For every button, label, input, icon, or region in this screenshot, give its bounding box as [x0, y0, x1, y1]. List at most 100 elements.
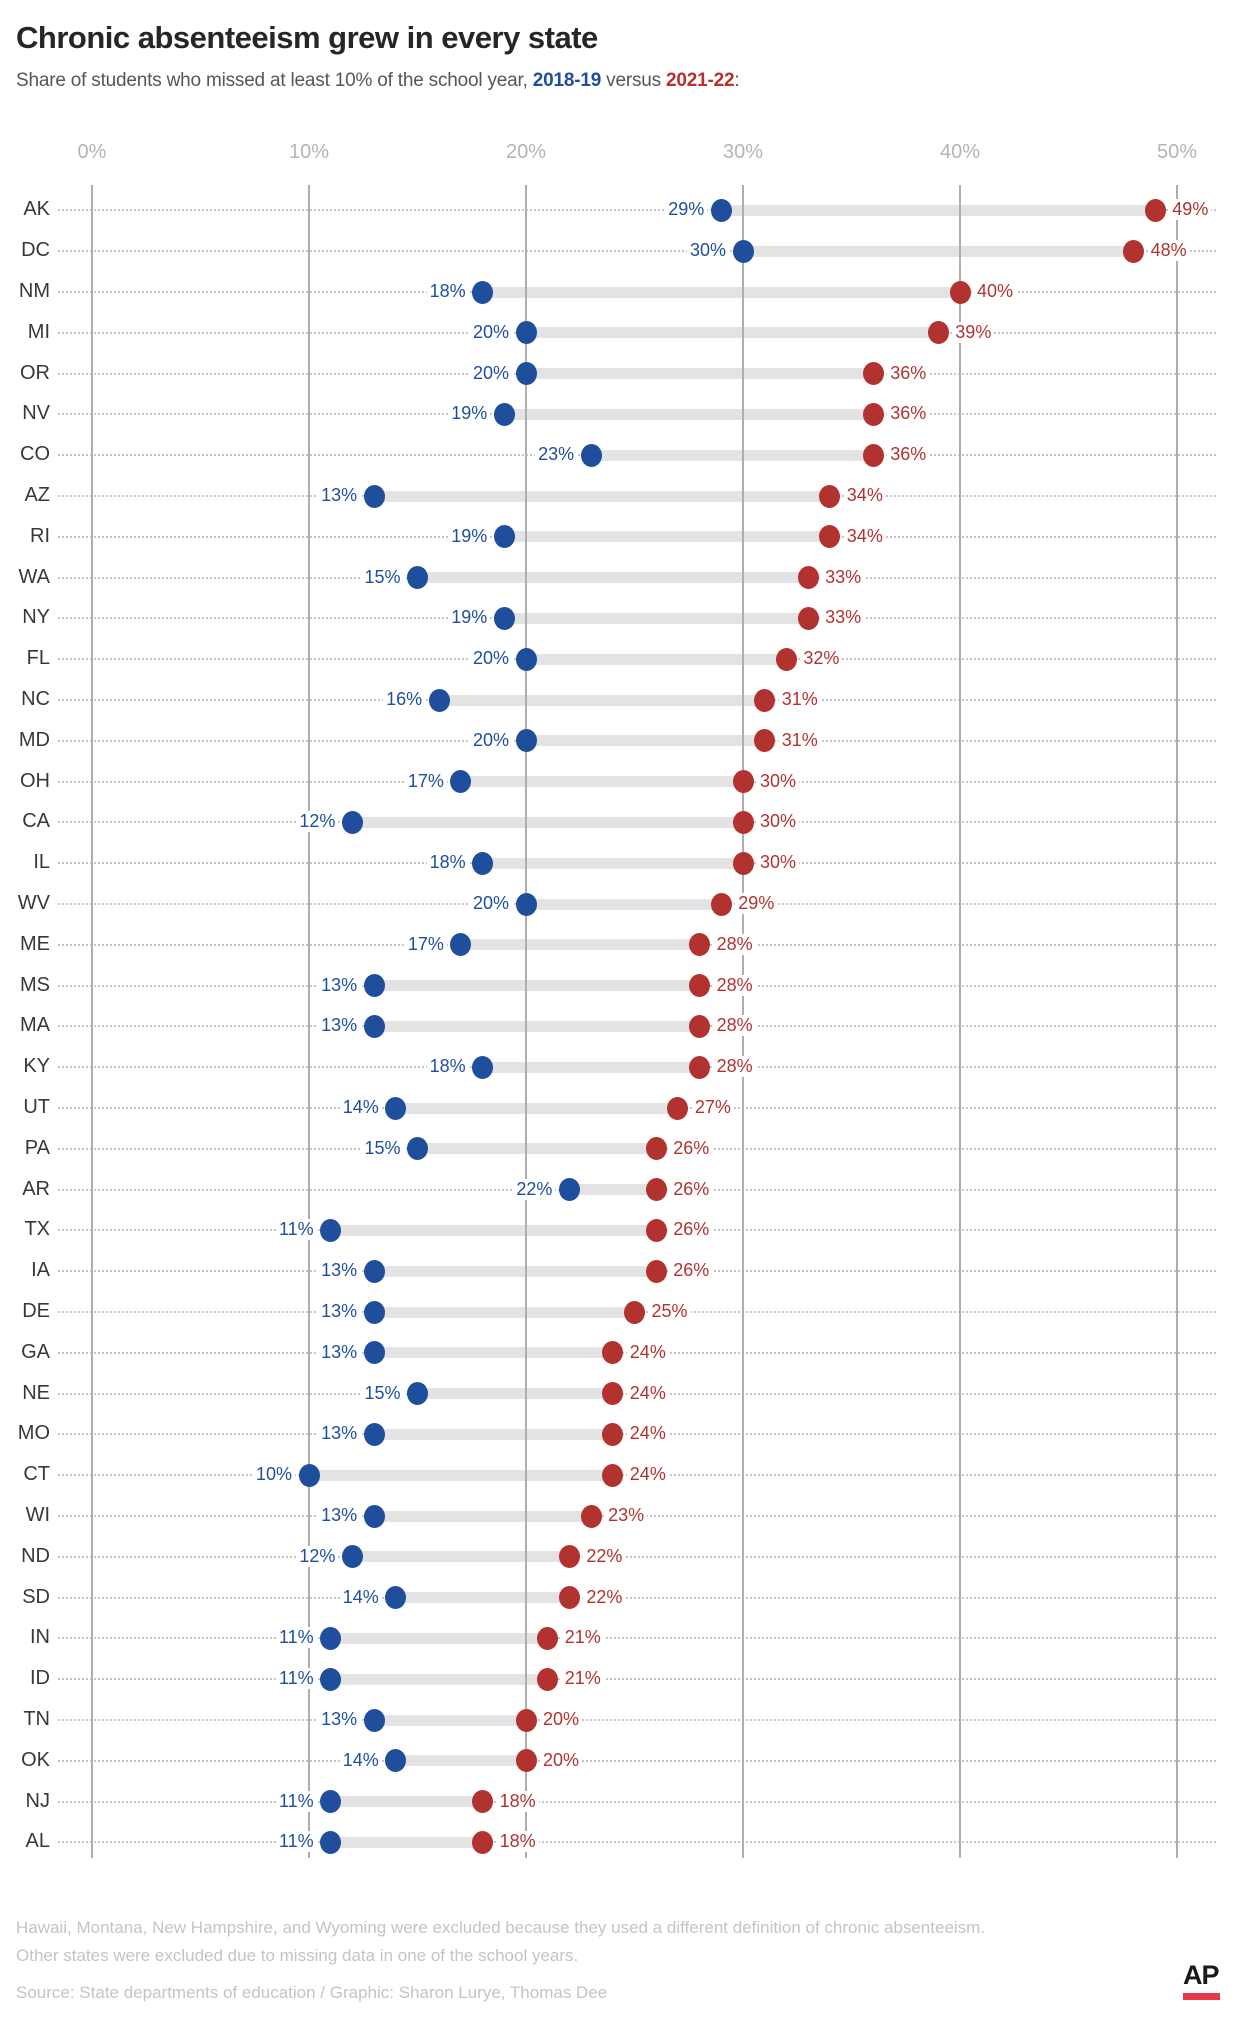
- value-label-2018-19: 20%: [469, 729, 512, 751]
- value-label-2018-19: 15%: [361, 1137, 404, 1159]
- dot-2018-19: [493, 606, 515, 630]
- value-label-2018-19: 13%: [318, 1423, 361, 1445]
- dot-2018-19: [515, 647, 537, 671]
- leader-line: [58, 1637, 1216, 1640]
- axis-tick-label: 0%: [77, 141, 107, 163]
- axis-tick-label: 40%: [939, 141, 981, 163]
- connector-band: [374, 1714, 526, 1726]
- state-label: MS: [20, 973, 50, 996]
- value-label-2021-22: 22%: [583, 1586, 626, 1608]
- value-label-2018-19: 18%: [426, 1056, 469, 1078]
- connector-band: [526, 898, 722, 910]
- dot-2021-22: [689, 933, 711, 957]
- dot-2021-22: [927, 321, 949, 345]
- value-label-2021-22: 30%: [757, 811, 800, 833]
- value-label-2018-19: 16%: [383, 689, 426, 710]
- state-label: PA: [24, 1136, 50, 1159]
- dot-2021-22: [602, 1382, 624, 1406]
- value-label-2021-22: 24%: [626, 1464, 669, 1486]
- value-label-2021-22: 20%: [540, 1749, 583, 1771]
- chart-title: Chronic absenteeism grew in every state: [16, 20, 598, 55]
- state-label: AK: [23, 198, 50, 221]
- value-label-2018-19: 20%: [469, 893, 512, 914]
- state-label: DE: [22, 1300, 50, 1322]
- dot-2021-22: [667, 1096, 689, 1120]
- state-label: CO: [20, 443, 50, 466]
- state-label: WI: [25, 1504, 50, 1526]
- state-label: NC: [21, 688, 50, 710]
- subtitle-versus: versus: [601, 70, 666, 91]
- value-label-2021-22: 24%: [626, 1341, 669, 1363]
- dot-2021-22: [472, 1830, 494, 1854]
- value-label-2021-22: 36%: [887, 362, 930, 384]
- state-label: SD: [22, 1585, 50, 1608]
- gridline: [308, 185, 310, 1858]
- dot-2021-22: [537, 1667, 559, 1691]
- connector-band: [526, 735, 765, 747]
- value-label-2018-19: 19%: [448, 403, 491, 425]
- dot-2021-22: [819, 525, 841, 549]
- value-label-2021-22: 33%: [822, 607, 865, 629]
- dot-2021-22: [689, 1014, 711, 1038]
- value-label-2021-22: 26%: [670, 1178, 713, 1200]
- dot-2021-22: [819, 484, 841, 508]
- state-label: AL: [25, 1830, 50, 1853]
- connector-band: [374, 1306, 635, 1318]
- value-label-2021-22: 24%: [626, 1423, 669, 1445]
- value-label-2021-22: 48%: [1147, 240, 1190, 262]
- dot-2018-19: [580, 443, 602, 467]
- leader-line: [58, 1719, 1216, 1721]
- value-label-2021-22: 21%: [561, 1627, 604, 1649]
- value-label-2021-22: 36%: [887, 403, 930, 425]
- dot-2021-22: [754, 729, 776, 753]
- dot-2021-22: [949, 280, 971, 304]
- dot-2021-22: [602, 1341, 624, 1365]
- value-label-2018-19: 18%: [426, 852, 469, 874]
- connector-band: [330, 1796, 483, 1808]
- dot-2018-19: [320, 1790, 342, 1814]
- connector-band: [504, 408, 874, 420]
- connector-band: [482, 857, 743, 869]
- dot-2018-19: [407, 1382, 428, 1406]
- ap-logo-text: AP: [1183, 1960, 1220, 1990]
- state-label: MA: [20, 1014, 50, 1037]
- dot-2021-22: [710, 892, 732, 916]
- leader-line: [58, 1555, 1216, 1558]
- state-label: TX: [24, 1218, 50, 1241]
- dot-2021-22: [537, 1626, 559, 1650]
- state-label: IA: [31, 1259, 50, 1282]
- dot-2018-19: [407, 566, 428, 590]
- value-label-2021-22: 23%: [605, 1505, 648, 1526]
- state-label: WA: [18, 565, 50, 588]
- dot-2018-19: [363, 1014, 385, 1038]
- state-label: NM: [18, 280, 50, 302]
- state-label: NE: [22, 1381, 50, 1404]
- value-label-2018-19: 20%: [469, 362, 512, 384]
- dot-2021-22: [558, 1545, 580, 1569]
- subtitle-year-2018-19: 2018-19: [532, 70, 602, 91]
- value-label-2021-22: 28%: [713, 1015, 756, 1037]
- connector-band: [330, 1224, 657, 1236]
- value-label-2021-22: 18%: [496, 1831, 539, 1853]
- state-label: OK: [21, 1748, 50, 1771]
- connector-band: [330, 1673, 548, 1685]
- value-label-2021-22: 31%: [778, 689, 821, 710]
- dot-2018-19: [363, 1300, 385, 1324]
- value-label-2021-22: 31%: [778, 729, 821, 751]
- footnote-line-2: Other states were excluded due to missin…: [16, 1946, 579, 1965]
- dot-2018-19: [472, 280, 494, 304]
- leader-line: [58, 1678, 1216, 1681]
- dot-2018-19: [515, 362, 537, 386]
- dot-2018-19: [428, 688, 450, 712]
- dot-2018-19: [320, 1667, 342, 1691]
- connector-band: [417, 572, 809, 584]
- leader-line: [58, 1841, 1216, 1844]
- connector-band: [330, 1632, 548, 1644]
- leader-line: [58, 1800, 1216, 1803]
- ap-logo: AP: [1183, 1962, 1223, 2000]
- dot-2021-22: [645, 1137, 667, 1161]
- value-label-2018-19: 20%: [469, 648, 512, 670]
- dot-2021-22: [732, 810, 754, 834]
- state-label: CT: [23, 1463, 50, 1486]
- state-label: NJ: [25, 1789, 50, 1812]
